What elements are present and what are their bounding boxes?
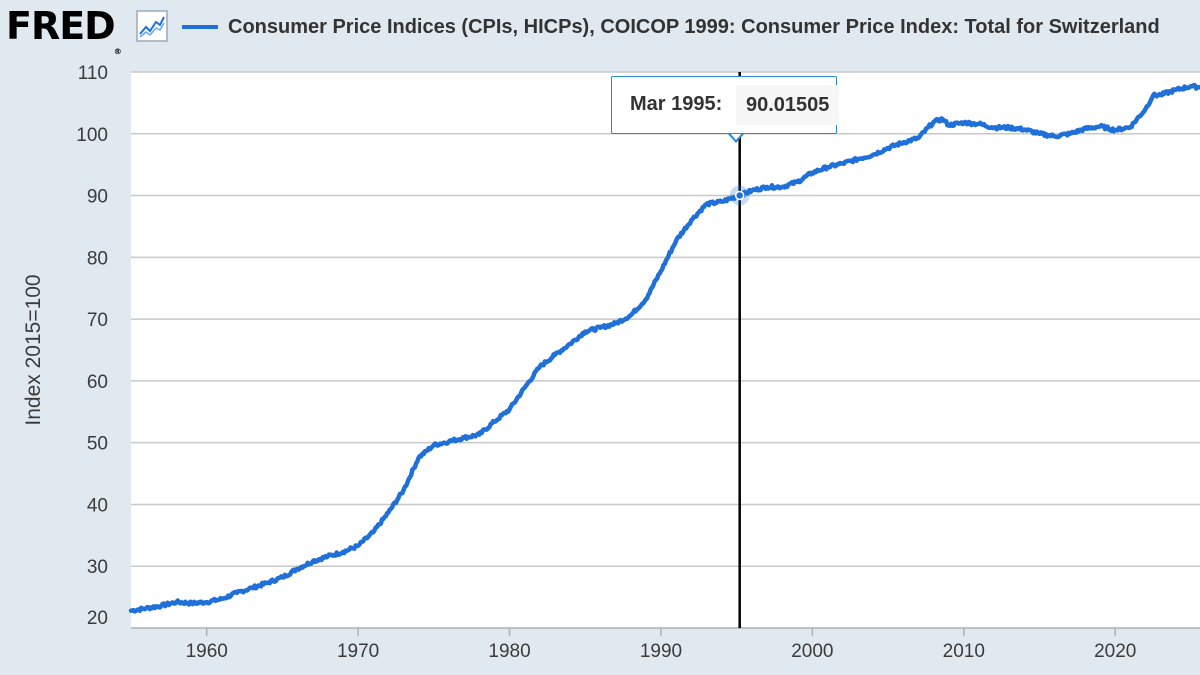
tooltip-value: 90.01505 (736, 85, 840, 125)
y-tick-label-110: 110 (78, 63, 108, 84)
plot-background (131, 72, 1200, 628)
tooltip-pointer-inner (729, 132, 743, 140)
x-tick-label-1980: 1980 (488, 641, 530, 662)
y-tick-label-70: 70 (87, 310, 108, 331)
x-tick-label-2010: 2010 (943, 641, 985, 662)
grid-lines (131, 71, 1200, 629)
x-tick-label-2000: 2000 (791, 641, 833, 662)
y-tick-label-90: 90 (87, 187, 108, 208)
chart-legend[interactable]: Consumer Price Indices (CPIs, HICPs), CO… (182, 14, 1160, 40)
fred-logo[interactable]: FRED ® (6, 4, 122, 56)
x-tick-label-1970: 1970 (337, 641, 379, 662)
y-tick-label-60: 60 (87, 372, 108, 393)
data-tooltip: Mar 1995: 90.01505 (611, 76, 840, 134)
x-tick-label-1990: 1990 (640, 641, 682, 662)
y-axis-ticks: 20 30 40 50 60 70 80 90 100 110 (76, 63, 108, 629)
x-axis-ticks: 1960 1970 1980 1990 2000 2010 2020 (186, 628, 1136, 662)
tooltip-date: Mar 1995: (630, 93, 723, 115)
y-tick-label-100: 100 (76, 125, 108, 146)
y-tick-label-20: 20 (87, 608, 108, 629)
y-tick-label-30: 30 (87, 557, 108, 578)
fred-logo-text: FRED (6, 4, 116, 48)
registered-mark: ® (113, 47, 122, 56)
y-tick-label-80: 80 (87, 248, 108, 269)
y-tick-label-50: 50 (87, 434, 108, 455)
x-tick-label-2020: 2020 (1094, 641, 1136, 662)
series-line-switzerland-cpi[interactable] (128, 82, 1200, 614)
legend-series-swatch (182, 25, 218, 29)
y-axis-title: Index 2015=100 (22, 274, 45, 425)
chart-header: FRED ® Consumer Price Indices (CPIs, HICP… (0, 0, 1200, 56)
legend-series-label: Consumer Price Indices (CPIs, HICPs), CO… (228, 15, 1160, 38)
x-tick-label-1960: 1960 (186, 641, 228, 662)
highlight-point[interactable] (734, 190, 745, 201)
line-chart-icon[interactable] (136, 10, 168, 42)
y-tick-label-40: 40 (87, 495, 108, 516)
